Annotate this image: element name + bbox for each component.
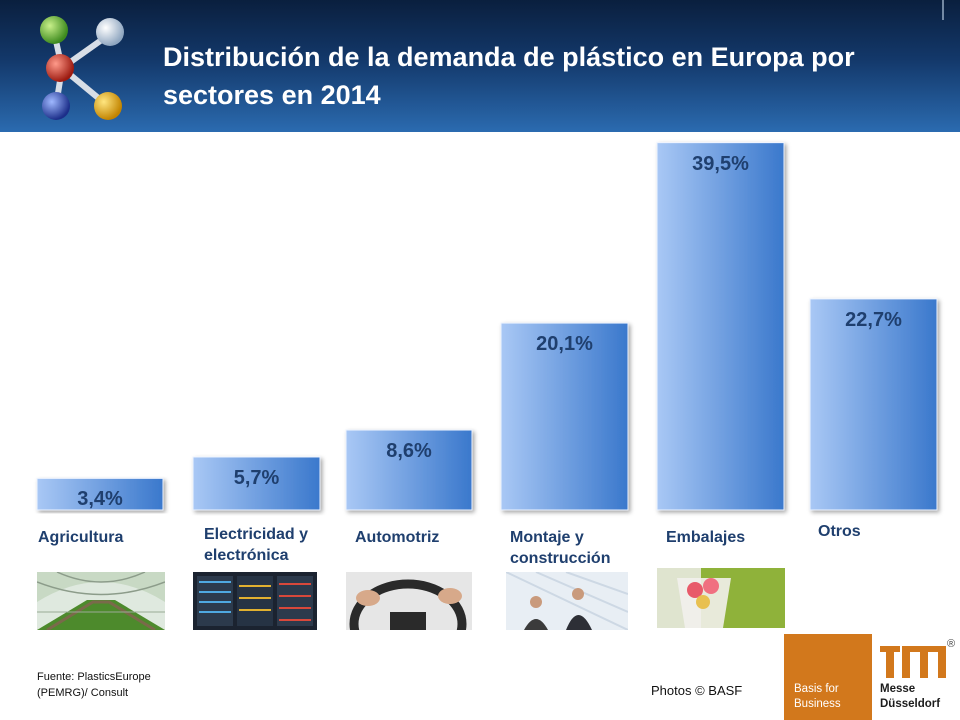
- bar-4: [500, 322, 629, 511]
- food-packaging-photo: [657, 568, 785, 628]
- header-banner: Distribución de la demanda de plástico e…: [0, 0, 960, 132]
- bar-6: [809, 298, 938, 511]
- greenhouse-photo: [37, 572, 165, 630]
- server-rack-photo: [193, 572, 317, 630]
- header-divider: [942, 0, 944, 20]
- bar-value-label-5: 39,5%: [692, 152, 749, 175]
- category-label-agricultura: Agricultura: [38, 529, 124, 546]
- business-people-photo: [506, 572, 628, 630]
- k-molecule-logo: [40, 16, 124, 120]
- bar-value-label-2: 5,7%: [233, 466, 280, 489]
- bar-1: [36, 477, 164, 511]
- messe-duesseldorf-logo: ® Messe Düsseldorf: [876, 634, 960, 720]
- category-label-embalajes: Embalajes: [666, 529, 746, 546]
- bar-value-label-1: 3,4%: [77, 488, 123, 511]
- category-label-automotriz: Automotriz: [355, 529, 440, 546]
- basis-for-business-logo: Basis for Business: [784, 634, 872, 720]
- messe-mark-icon: [880, 646, 946, 678]
- category-label-montaje: Montaje y construcción: [510, 529, 611, 567]
- bar-3: [345, 429, 473, 511]
- bar-5: [656, 142, 785, 511]
- bar-2: [192, 456, 321, 511]
- bar-chart: [36, 142, 938, 511]
- car-steering-wheel-photo: [346, 572, 472, 630]
- bar-value-label-3: 8,6%: [386, 440, 432, 463]
- source-note: Fuente: PlasticsEurope (PEMRG)/ Consult: [37, 671, 151, 699]
- category-label-electricidad: Electricidad y electrónica: [204, 526, 309, 564]
- photo-credit: Photos © BASF: [651, 683, 743, 698]
- bar-value-label-4: 20,1%: [536, 333, 593, 356]
- page-title: Distribución de la demanda de plástico e…: [163, 42, 855, 110]
- bar-value-label-6: 22,7%: [845, 308, 902, 331]
- category-label-otros: Otros: [818, 523, 861, 540]
